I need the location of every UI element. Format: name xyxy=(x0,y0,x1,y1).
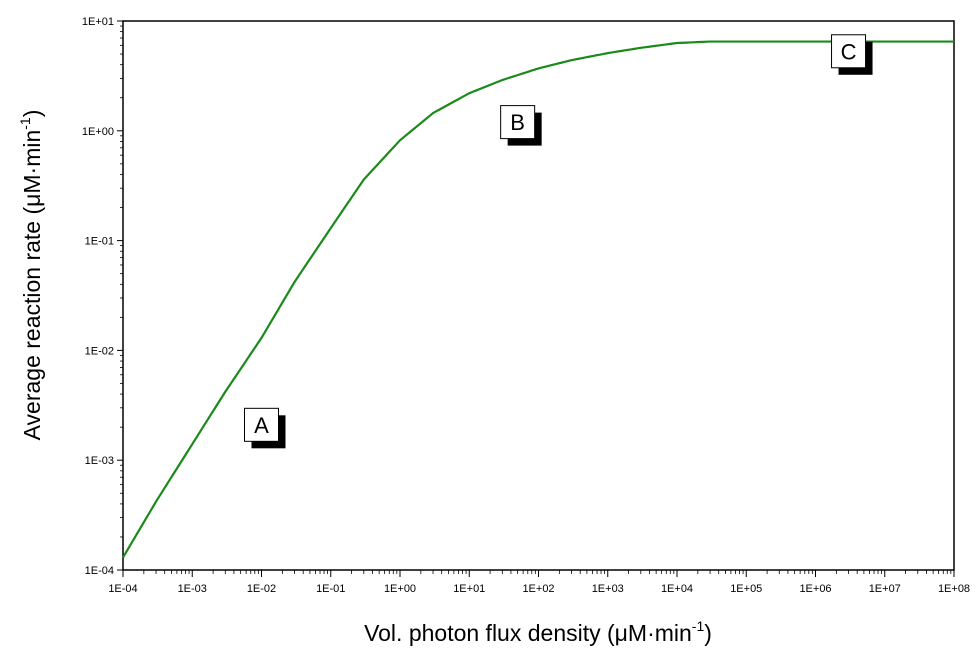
x-tick-label: 1E-01 xyxy=(316,583,345,595)
annotation-label: B xyxy=(500,105,542,146)
annotations: A B C xyxy=(244,34,873,449)
x-tick-labels: 1E-04 1E-03 1E-02 1E-01 1E+00 1E+01 1E+02 1E+03… xyxy=(108,583,970,595)
y-tick-label: 1E+00 xyxy=(82,126,114,138)
series-line xyxy=(122,40,954,559)
x-tick-label: 1E+08 xyxy=(938,583,970,595)
y-axis-title-close: ) xyxy=(19,110,45,118)
x-axis-title: Vol. photon flux density (μM·min-1) xyxy=(364,618,712,646)
y-tick-labels: 1E-04 1E-03 1E-02 1E-01 1E+00 1E+01 xyxy=(82,16,114,577)
y-tick-label: 1E-03 xyxy=(85,455,114,467)
x-minor-ticks xyxy=(143,570,952,574)
annotation-label: A xyxy=(244,407,286,449)
y-minor-ticks xyxy=(120,25,123,538)
annotation-text: C xyxy=(841,39,857,64)
annotation-box xyxy=(831,34,867,69)
x-tick-label: 1E-04 xyxy=(108,583,137,595)
y-tick-label: 1E+01 xyxy=(82,16,114,28)
y-axis-title-sup: -1 xyxy=(17,117,33,130)
x-axis-title-sup: -1 xyxy=(692,618,705,634)
x-tick-label: 1E+04 xyxy=(661,583,693,595)
x-tick-label: 1E+00 xyxy=(384,583,416,595)
x-axis-title-close: ) xyxy=(704,620,712,646)
y-tick-label: 1E-02 xyxy=(85,345,114,357)
annotation-box xyxy=(500,105,536,140)
x-tick-label: 1E+03 xyxy=(592,583,624,595)
y-axis-title: Average reaction rate (μM·min-1) xyxy=(17,110,45,441)
x-tick-label: 1E+05 xyxy=(730,583,762,595)
x-major-ticks xyxy=(122,570,955,577)
x-tick-label: 1E+07 xyxy=(869,583,901,595)
annotation-text: B xyxy=(510,110,525,135)
x-tick-label: 1E+02 xyxy=(522,583,554,595)
x-tick-label: 1E+06 xyxy=(799,583,831,595)
x-tick-label: 1E-03 xyxy=(178,583,207,595)
x-tick-label: 1E+01 xyxy=(453,583,485,595)
y-tick-label: 1E-04 xyxy=(85,565,114,577)
annotation-text: A xyxy=(254,413,269,438)
x-tick-label: 1E-02 xyxy=(247,583,276,595)
y-tick-label: 1E-01 xyxy=(85,236,114,248)
y-major-ticks xyxy=(117,20,123,571)
annotation-label: C xyxy=(831,34,873,75)
annotation-box xyxy=(244,407,279,442)
